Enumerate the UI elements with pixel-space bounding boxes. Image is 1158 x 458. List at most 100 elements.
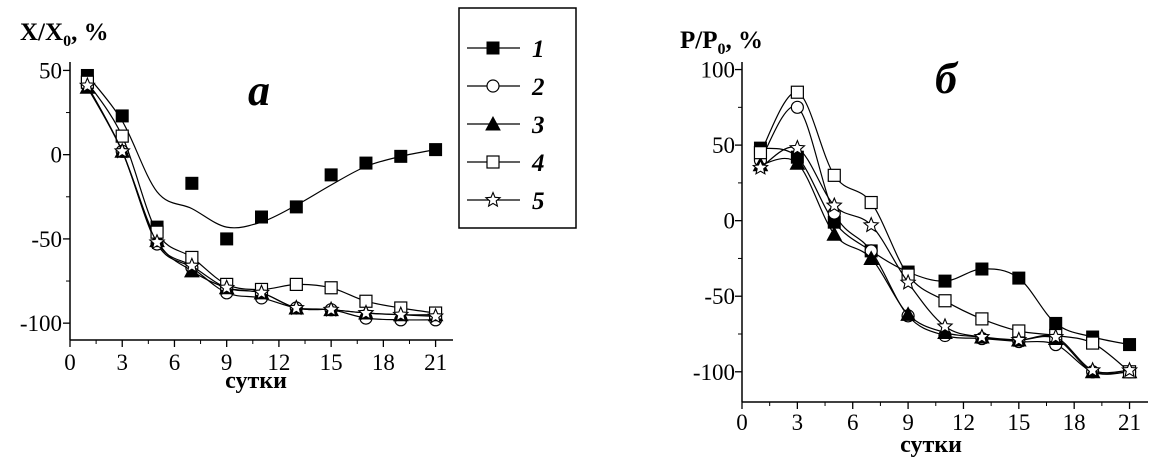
x-tick-label: 21 (424, 350, 447, 375)
x-tick-label: 3 (792, 410, 804, 435)
data-point (1121, 361, 1139, 378)
legend-label: 1 (532, 36, 545, 63)
data-point (864, 195, 878, 210)
data-point (825, 196, 843, 213)
x-tick-label: 9 (902, 410, 914, 435)
data-point (357, 304, 375, 321)
y-tick-label: -50 (31, 227, 62, 252)
data-point (115, 109, 129, 123)
data-point (289, 200, 303, 214)
x-tick-label: 0 (736, 410, 748, 435)
legend-label: 3 (531, 112, 545, 139)
series-line (86, 85, 436, 317)
data-point (862, 216, 880, 233)
x-axis-label: сутки (900, 432, 962, 458)
data-point (429, 143, 443, 157)
data-point (289, 277, 303, 291)
legend-marker (486, 41, 500, 55)
data-point (220, 232, 234, 246)
legend-entry: 4 (467, 150, 545, 177)
y-tick-label: -100 (693, 360, 735, 385)
legend-label: 5 (532, 188, 545, 215)
data-point (938, 294, 952, 308)
data-point (900, 306, 916, 321)
y-tick-label: 50 (39, 58, 62, 83)
series-line (760, 147, 1130, 346)
data-point (1084, 361, 1102, 378)
data-point (148, 233, 166, 250)
x-tick-label: 0 (64, 350, 76, 375)
legend-marker (484, 191, 502, 208)
series-1 (80, 68, 443, 246)
data-point (394, 149, 408, 163)
data-point (1010, 331, 1028, 348)
data-point (255, 210, 268, 224)
data-point (790, 100, 804, 114)
data-point (973, 328, 991, 345)
data-point (287, 299, 305, 316)
data-point (253, 283, 270, 301)
data-point (1012, 271, 1026, 285)
data-point (1047, 328, 1065, 345)
data-point (78, 76, 96, 93)
legend-label: 4 (531, 150, 545, 177)
x-tick-label: 21 (1118, 410, 1141, 435)
x-axis-label: сутки (225, 368, 287, 394)
data-point (322, 300, 340, 317)
legend-box (458, 7, 577, 229)
x-tick-label: 15 (320, 350, 343, 375)
data-point (975, 312, 989, 326)
data-point (218, 278, 236, 295)
series-3 (752, 155, 1138, 379)
y-tick-label: 0 (51, 143, 63, 168)
data-point (863, 250, 880, 265)
data-point (751, 158, 769, 175)
data-point (936, 317, 954, 334)
chart-panel-1: 0 3 6 9 12 15 18 21 50 0 -50 -100 X/X0, % сутки а (20, 19, 453, 394)
data-point (827, 168, 841, 182)
legend-entry: 5 (467, 188, 545, 215)
y-tick-label: 0 (724, 209, 736, 234)
y-axis-label: P/P0, % (680, 27, 763, 58)
legend-marker (486, 155, 500, 169)
data-point (113, 142, 131, 159)
data-point (115, 129, 129, 143)
data-point (392, 305, 410, 322)
data-point (790, 85, 804, 99)
data-point (826, 226, 843, 241)
x-tick-label: 3 (116, 350, 128, 375)
data-point (427, 307, 445, 324)
data-point (324, 168, 338, 182)
x-tick-label: 12 (952, 410, 975, 435)
legend-entry: 1 (467, 36, 545, 63)
data-point (185, 176, 199, 190)
data-point (1049, 316, 1063, 330)
data-point (1123, 338, 1137, 352)
y-tick-label: 100 (701, 58, 736, 83)
data-point (183, 256, 201, 274)
x-tick-label: 12 (267, 350, 290, 375)
legend-label: 2 (531, 74, 545, 101)
y-tick-label: -100 (20, 311, 62, 336)
chart-panel-2: 0 3 6 9 12 15 18 21 100 50 0 -50 -100 P/P0, % сутки б (680, 27, 1148, 458)
legend-entry: 2 (467, 74, 545, 101)
data-point (975, 262, 989, 276)
x-tick-label: 6 (847, 410, 859, 435)
data-point (359, 156, 373, 170)
series-4 (753, 85, 1137, 379)
data-point (899, 273, 917, 290)
legend-entry: 3 (467, 112, 545, 139)
x-tick-label: 18 (1063, 410, 1086, 435)
y-tick-label: -50 (704, 284, 735, 309)
data-point (789, 155, 806, 170)
panel-label: а (248, 66, 270, 115)
x-tick-label: 6 (169, 350, 181, 375)
series-line (759, 105, 1130, 375)
legend-marker (485, 115, 501, 131)
y-axis-label: X/X0, % (20, 19, 109, 50)
series-5 (751, 139, 1139, 378)
data-point (324, 281, 338, 295)
legend: 1 2 3 4 5 (458, 7, 577, 229)
y-tick-label: 50 (712, 133, 735, 158)
x-tick-label: 9 (221, 350, 233, 375)
